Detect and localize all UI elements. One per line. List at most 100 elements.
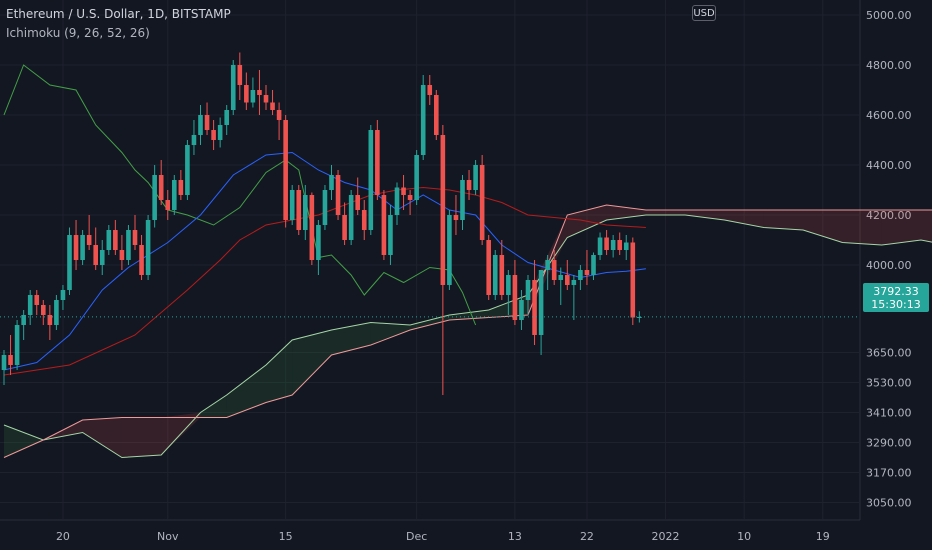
candle-body xyxy=(584,270,590,275)
cloud-segment xyxy=(200,395,227,418)
candle-body xyxy=(73,235,79,260)
candle-body xyxy=(211,130,216,140)
currency-label[interactable]: USD xyxy=(692,5,716,21)
y-tick-label: 4200.00 xyxy=(866,209,912,222)
candle-body xyxy=(525,280,531,300)
x-tick-label: 13 xyxy=(508,530,522,543)
price-axis xyxy=(860,0,932,550)
candle-body xyxy=(158,175,164,200)
candle-body xyxy=(106,230,112,250)
y-tick-label: 3410.00 xyxy=(866,407,912,420)
leading-span-a-line xyxy=(3,214,932,459)
candle-body xyxy=(204,115,210,130)
candle-body xyxy=(54,300,59,325)
y-tick-label: 4000.00 xyxy=(866,259,912,272)
x-tick-label: 19 xyxy=(816,530,830,543)
candle-body xyxy=(414,155,419,200)
candle-body xyxy=(407,195,413,200)
indicator-legend[interactable]: Ichimoku (9, 26, 52, 26) xyxy=(6,26,150,40)
leading-span-b-line xyxy=(3,204,932,458)
candle-body xyxy=(565,275,570,285)
candle-body xyxy=(519,300,524,320)
y-tick-label: 3050.00 xyxy=(866,497,912,510)
candle-body xyxy=(466,180,472,190)
candle-body xyxy=(499,255,505,295)
candle-body xyxy=(348,195,354,240)
cloud-segment xyxy=(331,322,371,355)
candle-body xyxy=(361,210,367,230)
y-tick-label: 3290.00 xyxy=(866,437,912,450)
candle-body xyxy=(460,180,465,220)
candle-body xyxy=(388,215,393,255)
symbol-title[interactable]: Ethereum / U.S. Dollar, 1D, BITSTAMP xyxy=(6,7,231,21)
candle-body xyxy=(473,165,478,190)
candle-body xyxy=(80,235,85,260)
candle-body xyxy=(453,215,459,220)
candle-body xyxy=(60,290,66,300)
candle-body xyxy=(322,190,328,225)
candle-body xyxy=(145,220,151,275)
x-tick-label: 20 xyxy=(56,530,70,543)
candle-body xyxy=(132,230,138,245)
candle-body xyxy=(316,225,321,260)
y-tick-label: 4400.00 xyxy=(866,159,912,172)
candle-body xyxy=(224,110,229,125)
candle-body xyxy=(113,230,118,250)
candle-body xyxy=(394,187,400,215)
lagging-span-line xyxy=(3,64,477,326)
cloud-segment xyxy=(881,210,921,245)
candle-body xyxy=(139,245,144,275)
candle-body xyxy=(178,180,184,195)
candle-body xyxy=(637,317,642,318)
y-tick-label: 4800.00 xyxy=(866,59,912,72)
cloud-segment xyxy=(685,210,725,220)
y-tick-label: 3650.00 xyxy=(866,347,912,360)
candle-body xyxy=(532,280,537,335)
candle-body xyxy=(230,65,236,110)
x-tick-label: 2022 xyxy=(652,530,680,543)
cloud-segment xyxy=(842,210,882,245)
candle-body xyxy=(244,85,249,103)
x-tick-label: 10 xyxy=(737,530,751,543)
candle-body xyxy=(381,195,387,255)
candle-body xyxy=(335,175,341,215)
candle-body xyxy=(8,355,13,365)
x-tick-label: Dec xyxy=(406,530,427,543)
cloud-segment xyxy=(266,340,293,403)
candle-body xyxy=(270,102,275,110)
candle-body xyxy=(375,130,380,195)
candle-body xyxy=(152,175,157,220)
candle-body xyxy=(27,295,33,315)
cloud-segment xyxy=(370,322,411,345)
candle-body xyxy=(21,315,26,325)
candle-body xyxy=(486,240,491,295)
cloud-segment xyxy=(121,417,162,458)
candle-body xyxy=(551,260,557,280)
x-tick-label: 15 xyxy=(279,530,293,543)
candle-body xyxy=(434,95,439,135)
candle-body xyxy=(538,270,544,335)
candle-body xyxy=(578,270,583,280)
candle-body xyxy=(257,90,262,95)
candle-body xyxy=(610,240,616,250)
candle-body xyxy=(623,242,629,250)
candle-body xyxy=(119,250,125,260)
cloud-segment xyxy=(4,425,44,458)
candle-body xyxy=(126,230,131,260)
candle-body xyxy=(86,235,92,245)
candle-body xyxy=(250,90,256,103)
y-tick-label: 3530.00 xyxy=(866,377,912,390)
candle-body xyxy=(303,195,308,230)
y-tick-label: 5000.00 xyxy=(866,9,912,22)
candle-body xyxy=(401,187,406,195)
candle-body xyxy=(329,175,334,190)
x-tick-label: 22 xyxy=(580,530,594,543)
candle-body xyxy=(571,280,577,285)
y-tick-label: 3170.00 xyxy=(866,467,912,480)
candle-body xyxy=(1,355,7,370)
candle-body xyxy=(296,190,302,230)
candle-body xyxy=(34,295,40,305)
candle-body xyxy=(309,195,315,260)
candle-body xyxy=(617,240,622,250)
